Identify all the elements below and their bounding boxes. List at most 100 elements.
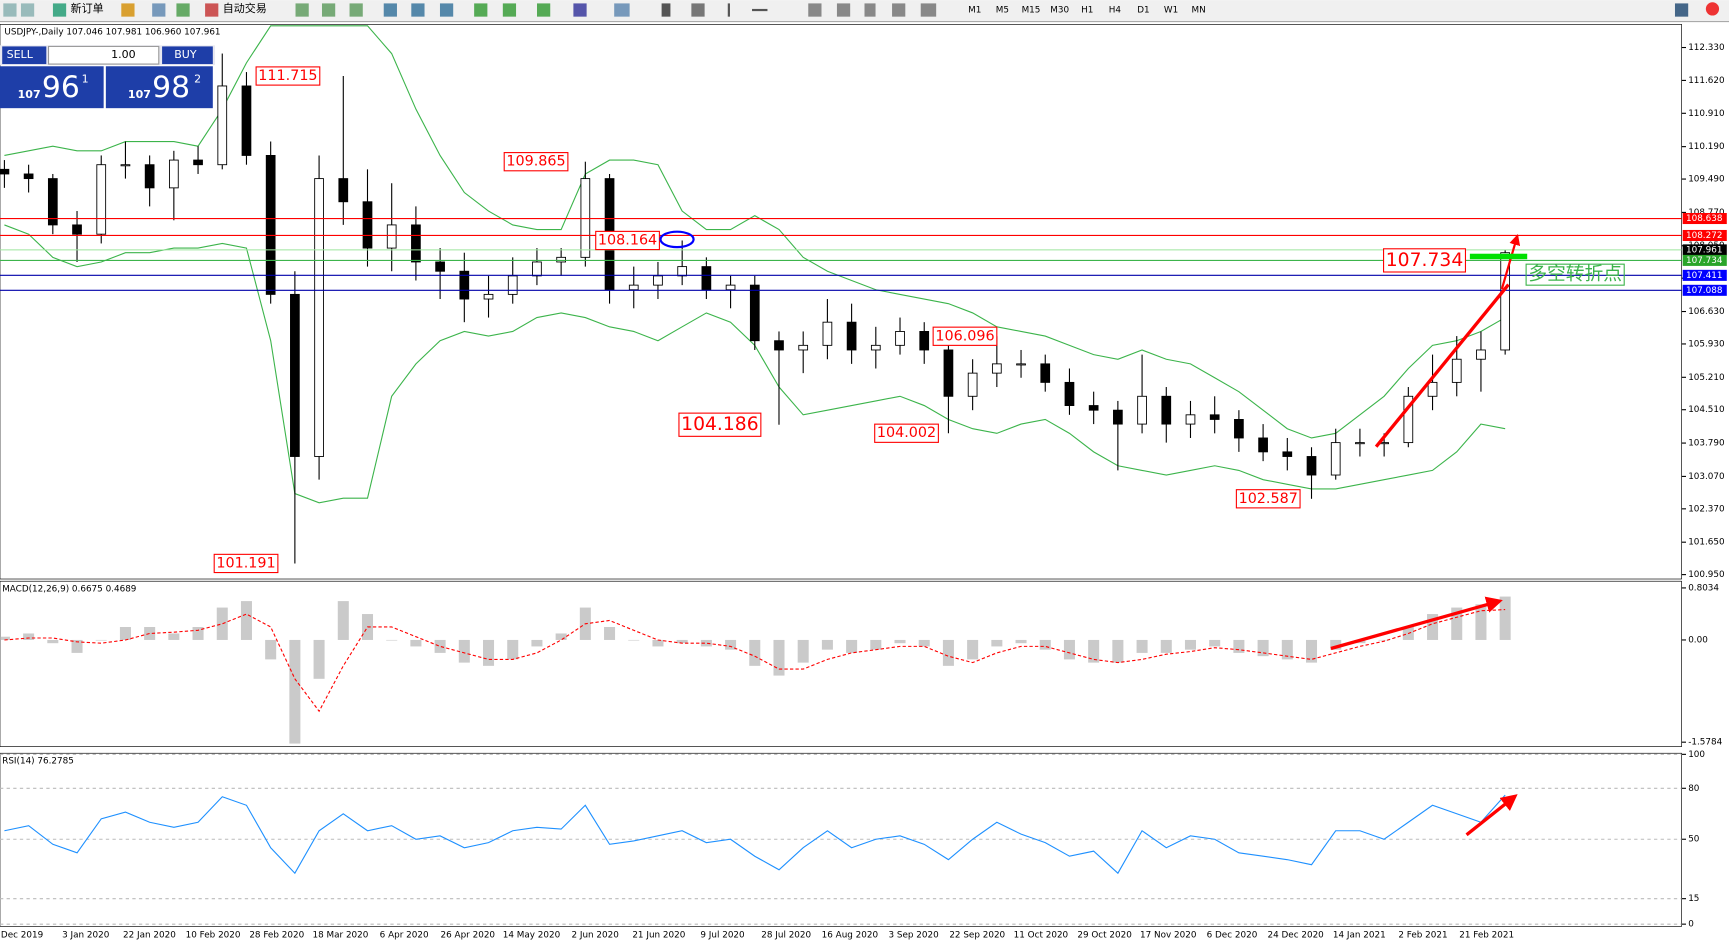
- macd-bar: [1063, 639, 1075, 660]
- timeframe-button[interactable]: MN: [1192, 6, 1206, 16]
- candle-body: [556, 256, 566, 263]
- price-annotation: 106.096: [935, 328, 994, 344]
- buy-button-bg[interactable]: [162, 46, 213, 65]
- timeframe-button[interactable]: M5: [996, 6, 1009, 16]
- lots-field[interactable]: [47, 45, 160, 65]
- macd-bar: [1039, 639, 1051, 650]
- bid-big: 107: [18, 88, 41, 101]
- candle-body: [507, 275, 518, 295]
- candle-body: [72, 224, 82, 235]
- macd-bar: [749, 639, 761, 666]
- y-tick-label: 103.070: [1688, 472, 1725, 482]
- macd-bar: [216, 607, 228, 640]
- macd-bar: [483, 639, 495, 666]
- macd-chart: MACD(12,26,9) 0.6675 0.4689 0.8034 0.00 -1.…: [0, 583, 1723, 748]
- price-annotation: 104.002: [877, 425, 936, 441]
- x-tick-label: 17 Nov 2020: [1140, 931, 1197, 941]
- y-tick-label: 110.190: [1688, 142, 1725, 152]
- bollinger-upper: [4, 25, 1506, 439]
- x-tick-label: 14 May 2020: [503, 931, 561, 941]
- level-tag-label: 108.638: [1686, 214, 1722, 224]
- level-marker: [1469, 253, 1528, 260]
- x-tick-label: 14 Jan 2021: [1333, 931, 1386, 941]
- bid-box[interactable]: [0, 66, 104, 109]
- timeframe-button[interactable]: H4: [1109, 6, 1122, 16]
- bid-frac: 1: [82, 72, 89, 85]
- macd-bar: [967, 639, 979, 660]
- macd-bar: [894, 639, 906, 644]
- y-tick-label: 100: [1688, 750, 1705, 760]
- x-tick-label: 10 Feb 2020: [186, 931, 241, 941]
- macd-bar: [821, 639, 833, 650]
- candle-body: [967, 372, 978, 397]
- candle-body: [314, 178, 324, 457]
- candle-body: [1064, 381, 1075, 406]
- timeframe-button[interactable]: W1: [1164, 6, 1178, 16]
- macd-bar: [991, 639, 1003, 647]
- candle-body: [1451, 358, 1462, 383]
- level-tag: [1682, 229, 1727, 241]
- annotation-box: [255, 66, 321, 86]
- lots-value[interactable]: 1.00: [111, 48, 136, 61]
- macd-bar: [265, 639, 277, 660]
- sell-label[interactable]: SELL: [7, 48, 34, 61]
- candle-body: [1185, 414, 1196, 425]
- macd-bar: [507, 639, 519, 660]
- macd-bar: [1233, 639, 1245, 653]
- candle-body: [362, 201, 373, 249]
- macd-bar: [23, 633, 35, 640]
- timeframe-button[interactable]: M15: [1022, 6, 1041, 16]
- candle-body: [1355, 442, 1365, 445]
- macd-bar: [1378, 639, 1390, 641]
- macd-bar: [1136, 639, 1148, 653]
- x-tick-label: 9 Jul 2020: [700, 931, 745, 941]
- note-label: 多空转折点: [1528, 264, 1622, 285]
- bid-pips: 96: [42, 70, 80, 105]
- candle-body: [1209, 414, 1220, 420]
- y-tick-label: 112.330: [1688, 43, 1725, 53]
- candle-body: [47, 178, 58, 226]
- y-tick-label: 103.790: [1688, 439, 1725, 449]
- annotation-box: [503, 152, 569, 172]
- macd-bar: [725, 639, 737, 650]
- candle-body: [193, 159, 203, 166]
- x-tick-label: 21 Feb 2021: [1459, 931, 1514, 941]
- macd-signal: [4, 609, 1506, 713]
- macd-bar: [652, 639, 664, 647]
- candle-body: [0, 168, 10, 175]
- macd-bar: [1088, 639, 1100, 663]
- candle-body: [23, 173, 34, 180]
- candle-body: [1088, 405, 1099, 411]
- new-order-button[interactable]: 新订单: [71, 1, 104, 15]
- timeframe-button[interactable]: M1: [968, 6, 981, 16]
- candle-body: [628, 284, 639, 291]
- ask-frac: 2: [194, 72, 201, 85]
- x-tick-label: 6 Apr 2020: [380, 931, 429, 941]
- auto-trading-button[interactable]: 自动交易: [223, 1, 267, 15]
- y-tick-label: 15: [1688, 894, 1699, 904]
- timeframe-button[interactable]: D1: [1137, 6, 1149, 16]
- timeframe-button[interactable]: H1: [1081, 6, 1093, 16]
- candle-body: [1427, 381, 1438, 397]
- sell-button-bg[interactable]: [2, 46, 47, 65]
- chart-title: RSI(14) 76.2785: [2, 756, 74, 766]
- trend-arrow: [1500, 233, 1521, 290]
- macd-bar: [240, 601, 252, 640]
- y-tick-label: 102.370: [1688, 504, 1725, 514]
- ask-box[interactable]: [105, 66, 213, 109]
- x-tick-label: 22 Jan 2020: [123, 931, 176, 941]
- rsi-chart: RSI(14) 76.2785 100 80 50 15 0: [0, 750, 1705, 930]
- buy-label[interactable]: BUY: [174, 48, 197, 61]
- annotation-box: [1383, 248, 1467, 273]
- x-tick-label: 11 Oct 2020: [1014, 931, 1069, 941]
- ask-pips: 98: [152, 70, 190, 105]
- price-annotation: 111.715: [258, 68, 317, 84]
- level-tag: [1682, 244, 1727, 256]
- annotation-box: [595, 230, 660, 251]
- candle-body: [1258, 437, 1268, 453]
- price-annotation: 108.164: [598, 232, 657, 248]
- macd-bar: [144, 627, 156, 640]
- timeframe-button[interactable]: M30: [1050, 6, 1069, 16]
- macd-bar: [1305, 639, 1318, 663]
